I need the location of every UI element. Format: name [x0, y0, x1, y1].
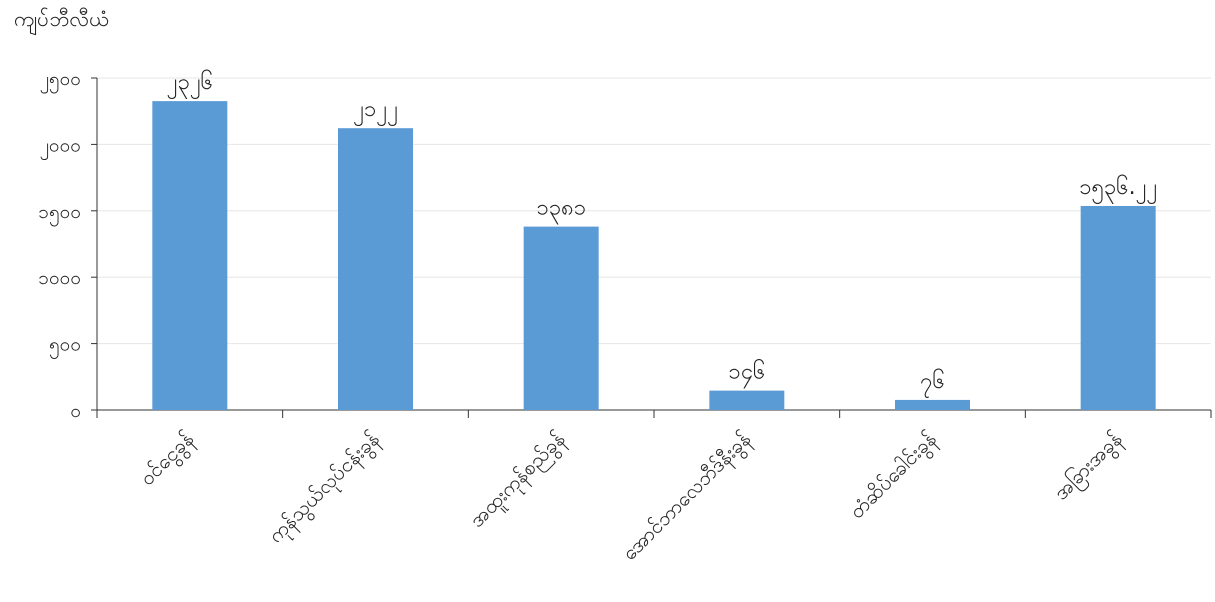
bar-value-label: ၁၅၃၆.၂၂	[1079, 174, 1157, 204]
bar	[895, 399, 970, 410]
bar	[523, 226, 599, 410]
x-category-label: အခြားအခွန်	[1049, 427, 1130, 508]
y-axis-ticks: ၀ ၅၀၀ ၁၀၀၀ ၁၅၀၀ ၂၀၀၀ ၂၅၀၀	[38, 68, 97, 422]
y-tick-label: ၅၀၀	[49, 334, 81, 360]
bar-value-label: ၇၆	[920, 368, 945, 398]
bar-value-label: ၂၃၂၆	[167, 69, 213, 99]
x-category-label: ဝင်ငွေခွန်	[135, 427, 201, 493]
y-tick-label: ၂၅၀၀	[40, 68, 81, 94]
gridlines	[97, 77, 1211, 345]
bar-value-label: ၂၁၂၂	[353, 97, 398, 126]
y-tick-label: ၂၀၀၀	[40, 134, 81, 160]
x-category-label: အထူးကုန်စည်ခွန်	[464, 427, 572, 535]
y-tick-label: ၁၀၀၀	[38, 267, 81, 289]
x-axis-ticks: ဝင်ငွေခွန် ကုန်သွယ်လုပ်ငန်းခွန် အထူးကုန်စည…	[96, 410, 1212, 568]
bar	[709, 390, 785, 410]
axes	[96, 78, 1211, 411]
bars	[152, 101, 1156, 410]
bar	[152, 101, 228, 410]
bar-value-label: ၁၃၈၁	[536, 196, 586, 225]
x-category-label: အောင်ဘာလေဘီဒ်နီးခွန်	[617, 427, 758, 568]
bar	[338, 128, 413, 410]
x-category-label: တံဆိပ်ခေါင်းခွန်	[844, 427, 944, 527]
bar-value-label: ၁၄၆	[728, 359, 765, 389]
x-category-label: ကုန်သွယ်လုပ်ငန်းခွန်	[263, 427, 387, 551]
y-tick-label: ၁၅၀၀	[38, 201, 81, 227]
y-tick-label: ၀	[70, 400, 81, 422]
bar	[1080, 205, 1156, 410]
y-axis-unit-label: ကျပ်ဘီလီယံ	[14, 7, 110, 31]
